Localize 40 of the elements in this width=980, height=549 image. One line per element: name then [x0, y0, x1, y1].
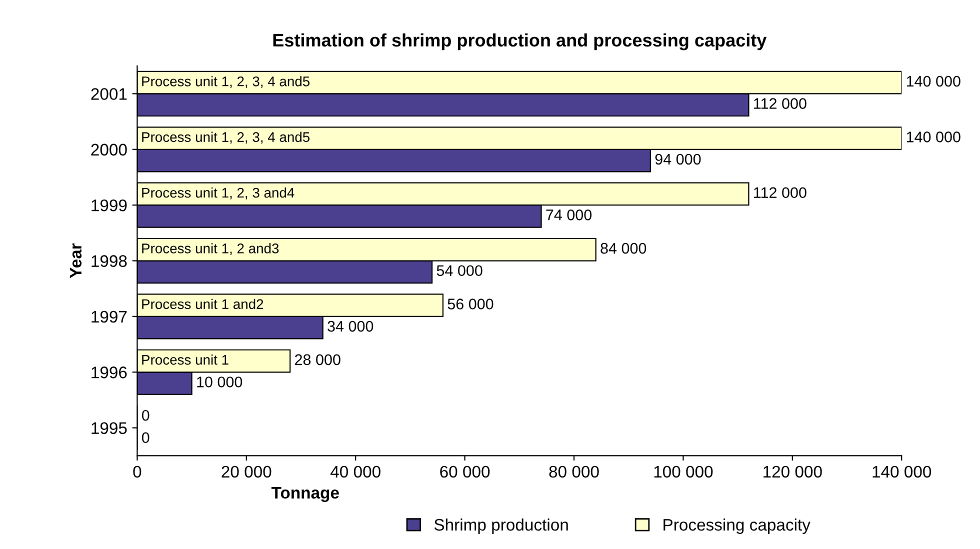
y-axis-title: Year	[70, 243, 82, 278]
data-label: 74 000	[546, 210, 592, 220]
y-tick-label: 1996	[92, 366, 127, 378]
x-axis-title: Tonnage	[271, 487, 339, 502]
data-label: 28 000	[295, 354, 340, 366]
data-label: 0	[142, 432, 150, 444]
annotation: Process unit 1, 2, 3 and4	[142, 187, 294, 200]
annotation: Process unit 1, 2 and3	[142, 243, 279, 256]
legend-label: Processing capacity	[664, 518, 810, 534]
legend-label: Shrimp production	[434, 518, 568, 534]
annotation: Process unit 1, 2, 3, 4 and5	[142, 132, 310, 144]
y-tick-label: 1995	[92, 422, 127, 434]
annotation: Process unit 1	[142, 354, 228, 365]
x-tick-label: 120 000	[764, 466, 822, 478]
data-label: 112 000	[754, 98, 806, 109]
annotation: Process unit 1, 2, 3, 4 and5	[142, 76, 310, 88]
data-label: 10 000	[197, 376, 242, 388]
y-tick-label: 1998	[92, 255, 127, 267]
data-label: 56 000	[448, 298, 494, 310]
x-tick-label: 80 000	[549, 466, 599, 478]
y-tick-label: 2000	[91, 144, 127, 156]
x-tick-label: 20 000	[222, 466, 272, 478]
y-tick-label: 1999	[92, 199, 127, 212]
data-label: 112 000	[754, 187, 806, 198]
x-tick-label: 60 000	[440, 466, 490, 478]
data-label: 34 000	[328, 320, 374, 332]
y-tick-label: 2001	[91, 88, 127, 100]
data-label: 84 000	[600, 242, 646, 254]
data-label: 0	[142, 410, 150, 421]
x-tick-label: 100 000	[654, 466, 713, 478]
annotation: Process unit 1 and2	[142, 298, 264, 310]
data-label: 140 000	[906, 76, 960, 87]
data-label: 94 000	[655, 154, 701, 165]
y-tick-label: 1997	[92, 310, 127, 323]
x-tick-label: 140 000	[872, 466, 932, 478]
data-label: 140 000	[906, 132, 960, 142]
x-tick-label: 40 000	[330, 466, 380, 478]
x-tick-label: 0	[133, 466, 142, 478]
chart-title: Estimation of shrimp production and processing capacity	[273, 33, 767, 50]
data-label: 54 000	[436, 265, 482, 276]
